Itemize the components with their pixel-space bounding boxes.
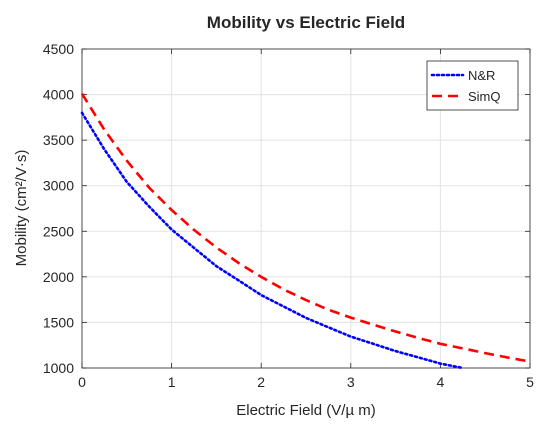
series bbox=[80, 93, 531, 370]
legend-label-nr: N&R bbox=[468, 68, 495, 83]
y-tick-label: 3000 bbox=[43, 178, 74, 194]
legend-label-simq: SimQ bbox=[468, 89, 501, 104]
y-tick-label: 1500 bbox=[43, 314, 74, 330]
x-tick-label: 1 bbox=[168, 374, 176, 390]
y-tick-label: 3500 bbox=[43, 132, 74, 148]
x-tick-label: 4 bbox=[437, 374, 445, 390]
y-axis-label: Mobility (cm²/V·s) bbox=[13, 150, 30, 267]
x-tick-label: 0 bbox=[78, 374, 86, 390]
y-tick-label: 1000 bbox=[43, 360, 74, 376]
chart-title: Mobility vs Electric Field bbox=[207, 13, 405, 32]
legend: N&R SimQ bbox=[426, 60, 519, 111]
ticks: 0 1 2 3 4 5 1000 1500 2000 2500 3000 3500 4000 4500 bbox=[43, 41, 534, 390]
x-tick-label: 3 bbox=[347, 374, 355, 390]
series-line-simq bbox=[80, 93, 531, 363]
plot-frame bbox=[81, 48, 531, 369]
y-tick-label: 2500 bbox=[43, 223, 74, 239]
legend-box bbox=[426, 60, 519, 111]
series-line-nr bbox=[80, 111, 465, 370]
x-axis-label: Electric Field (V/µ m) bbox=[236, 402, 376, 419]
y-tick-label: 4000 bbox=[43, 87, 74, 103]
y-tick-label: 2000 bbox=[43, 269, 74, 285]
x-tick-label: 5 bbox=[526, 374, 534, 390]
y-tick-label: 4500 bbox=[43, 41, 74, 57]
x-tick-label: 2 bbox=[257, 374, 265, 390]
